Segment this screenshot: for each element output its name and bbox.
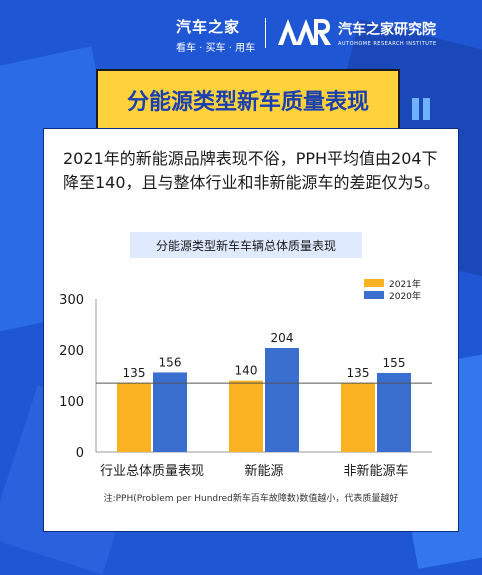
bar-chart: 0 100 200 300 135 140 135 156 204 155 行业总体质量表现 新能源 非… xyxy=(59,278,432,504)
y-tick-label: 100 xyxy=(59,395,84,410)
summary-text: 2021年的新能源品牌表现不俗，PPH平均值由204下降至140，且与整体行业和… xyxy=(63,149,440,192)
x-tick-label: 行业总体质量表现 xyxy=(100,464,204,479)
title-decoration xyxy=(402,98,434,126)
page-title: 分能源类型新车质量表现 xyxy=(126,89,369,115)
bar xyxy=(341,383,375,452)
y-tick-label: 300 xyxy=(59,293,84,308)
bar-value-label: 156 xyxy=(159,355,182,369)
y-tick-label: 0 xyxy=(76,446,84,461)
legend-label: 2021年 xyxy=(389,278,421,290)
x-tick-label: 新能源 xyxy=(244,463,283,479)
y-tick-label: 200 xyxy=(59,344,84,359)
bar xyxy=(377,372,411,452)
ar-logo-icon xyxy=(278,19,331,45)
brand-name: 汽车之家 xyxy=(176,18,241,36)
institute-brand: 汽车之家研究院 AUTOHOME RESEARCH INSTITUTE xyxy=(338,19,437,47)
bar-value-label: 135 xyxy=(347,366,370,380)
decoration-bar xyxy=(423,98,430,120)
bar-value-label: 155 xyxy=(383,356,406,370)
legend-swatch xyxy=(364,291,384,299)
bar xyxy=(265,347,299,452)
brand-header: 汽车之家 看车 · 买车 · 用车 汽车之家研究院 AUTOHOME RESEA… xyxy=(0,0,482,60)
bar-value-label: 135 xyxy=(123,366,146,380)
decoration-bar xyxy=(412,98,419,120)
bar xyxy=(229,380,263,452)
title-banner: 分能源类型新车质量表现 xyxy=(96,69,400,130)
content-card: 2021年的新能源品牌表现不俗，PPH平均值由204下降至140，且与整体行业和… xyxy=(43,128,459,532)
chart-title: 分能源类型新车车辆总体质量表现 xyxy=(130,232,362,258)
brand-tagline: 看车 · 买车 · 用车 xyxy=(176,43,256,54)
bar xyxy=(153,372,187,452)
institute-name-en: AUTOHOME RESEARCH INSTITUTE xyxy=(338,41,437,47)
chart-note: 注:PPH(Problem per Hundred新车百车故障数)数值越小，代表… xyxy=(104,492,399,504)
institute-name: 汽车之家研究院 xyxy=(338,22,436,38)
brand-divider xyxy=(265,18,266,48)
legend-swatch xyxy=(364,279,384,287)
bar xyxy=(117,383,151,452)
x-tick-label: 非新能源车 xyxy=(343,463,408,479)
bar-value-label: 140 xyxy=(235,364,258,378)
bar-value-label: 204 xyxy=(271,331,294,345)
autohome-brand: 汽车之家 看车 · 买车 · 用车 xyxy=(176,16,255,54)
legend-label: 2020年 xyxy=(389,290,421,302)
